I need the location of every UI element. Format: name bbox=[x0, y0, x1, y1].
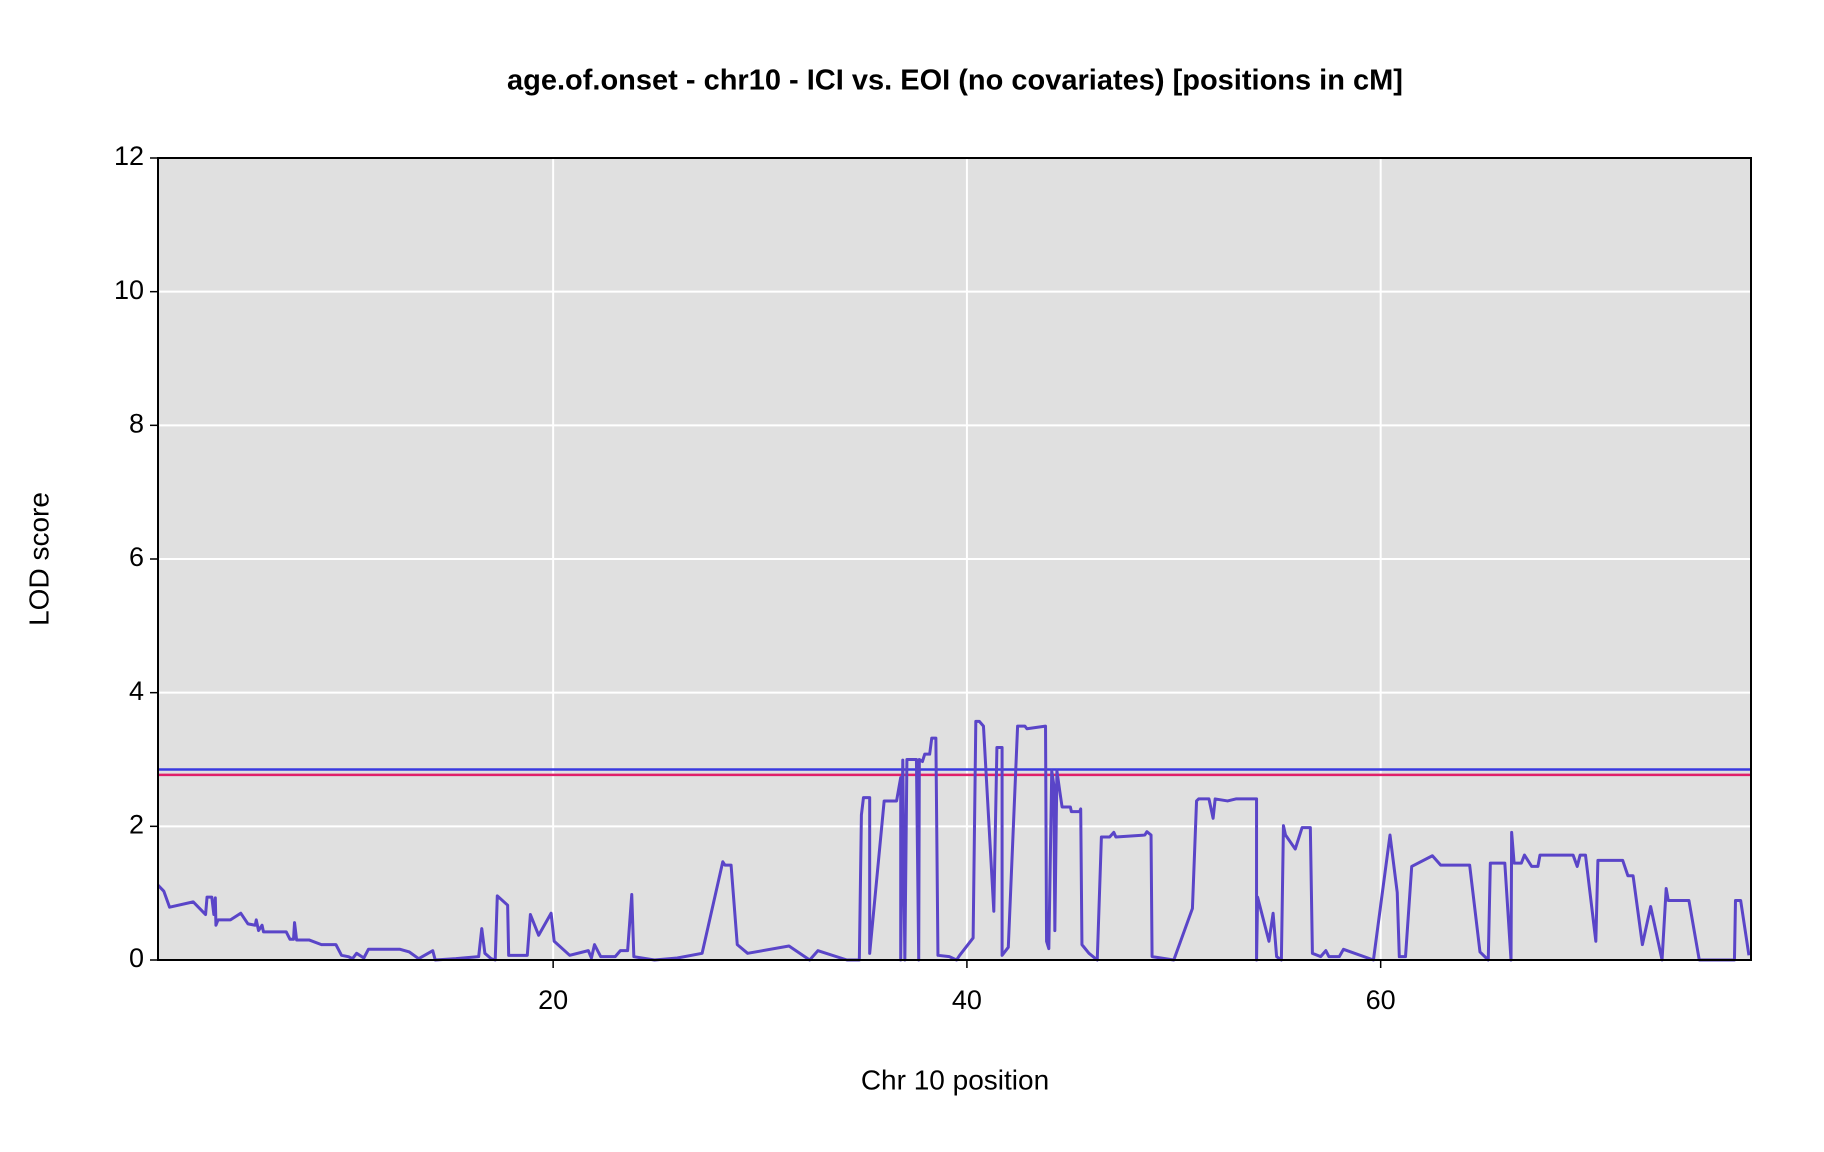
y-tick-label: 6 bbox=[129, 542, 144, 572]
x-tick-label: 60 bbox=[1366, 985, 1396, 1015]
chart-title: age.of.onset - chr10 - ICI vs. EOI (no c… bbox=[507, 65, 1403, 97]
y-tick-label: 8 bbox=[129, 408, 144, 438]
x-tick-label: 40 bbox=[952, 985, 982, 1015]
y-tick-label: 12 bbox=[114, 141, 144, 171]
x-axis-label: Chr 10 position bbox=[861, 1064, 1049, 1095]
y-tick-label: 10 bbox=[114, 275, 144, 305]
y-tick-label: 2 bbox=[129, 809, 144, 839]
plot-border bbox=[157, 157, 1752, 961]
y-tick-label: 0 bbox=[129, 943, 144, 973]
y-tick-label: 4 bbox=[129, 676, 144, 706]
x-tick-label: 20 bbox=[538, 985, 568, 1015]
lod-line bbox=[156, 719, 1751, 962]
y-axis-label: LOD score bbox=[23, 492, 54, 626]
